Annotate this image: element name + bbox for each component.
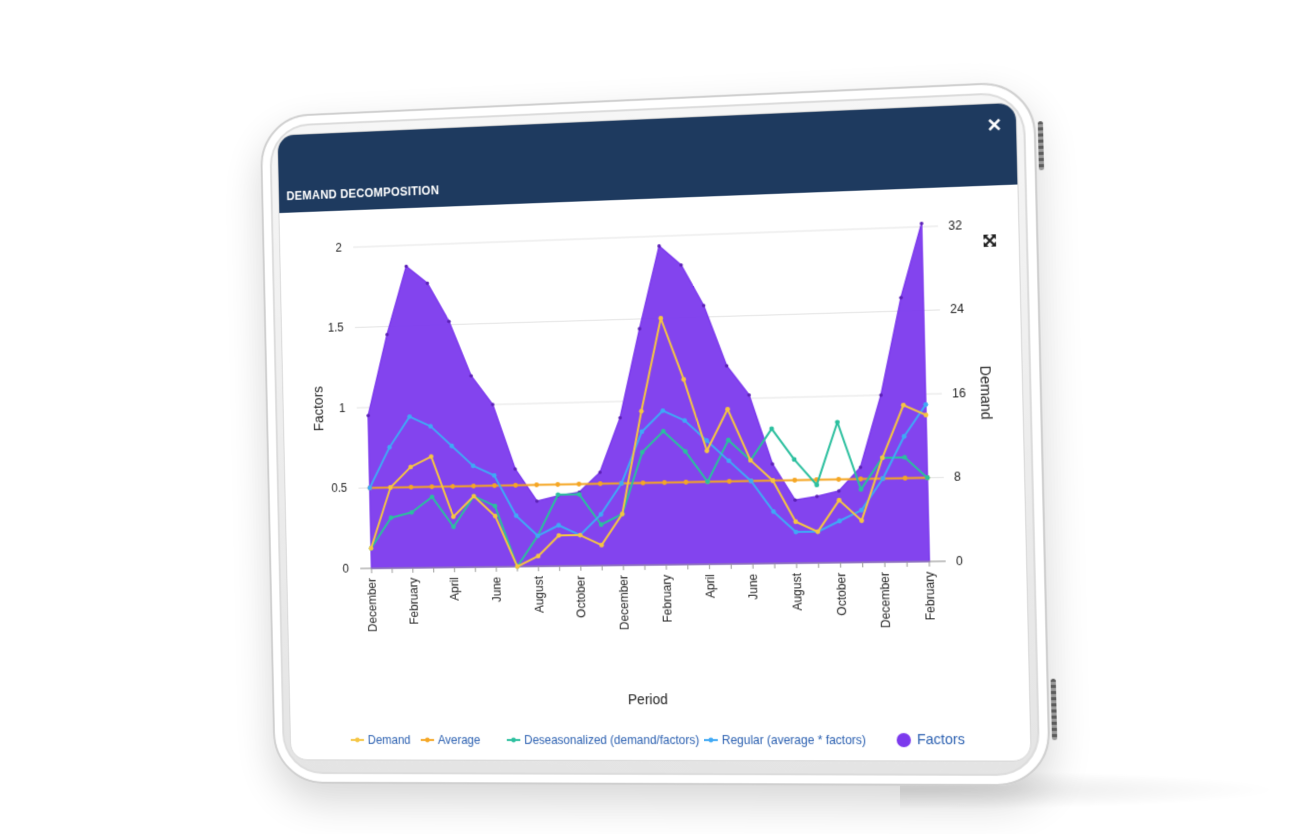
tablet-screen: DEMAND DECOMPOSITION ✕ 0 0.5 1 1.5 2 0 8 16 24 32… bbox=[277, 102, 1032, 762]
y-left-tick-label: 0.5 bbox=[331, 481, 347, 495]
legend-label-demand: Demand bbox=[368, 733, 411, 747]
data-point-average bbox=[555, 482, 560, 487]
y-right-tick-label: 8 bbox=[954, 470, 962, 484]
data-point-factors bbox=[920, 222, 924, 226]
grid-line bbox=[353, 226, 938, 247]
legend-label-deseasonalized: Deseasonalized (demand/factors) bbox=[524, 733, 699, 747]
x-tick-label: August bbox=[532, 575, 546, 613]
demand-decomposition-chart: 0 0.5 1 1.5 2 0 8 16 24 32 December February April Ju… bbox=[279, 185, 1030, 762]
x-tick-label: February bbox=[406, 578, 420, 625]
y-left-tick-label: 1.5 bbox=[328, 321, 344, 335]
y-left-axis-title: Factors bbox=[310, 386, 326, 432]
dialog-title: DEMAND DECOMPOSITION bbox=[286, 183, 439, 203]
legend-label-regular: Regular (average * factors) bbox=[722, 733, 867, 747]
y-right-tick-label: 0 bbox=[956, 554, 964, 568]
y-left-tick-label: 1 bbox=[339, 401, 346, 415]
x-axis-title: Period bbox=[628, 691, 668, 707]
legend-marker-dot-deseasonalized bbox=[511, 738, 516, 743]
x-tick-label: April bbox=[448, 577, 462, 601]
legend-label-factors: Factors bbox=[917, 731, 965, 747]
legend-marker-dot-regular bbox=[708, 738, 713, 743]
x-tick-label: February bbox=[922, 572, 938, 621]
legend-marker-dot-demand bbox=[355, 738, 360, 743]
x-tick-label: December bbox=[365, 578, 379, 632]
legend-label-average: Average bbox=[438, 733, 481, 747]
close-icon[interactable]: ✕ bbox=[985, 116, 1004, 135]
expand-icon[interactable] bbox=[983, 234, 996, 247]
x-tick-label: April bbox=[703, 574, 717, 598]
data-point-average bbox=[577, 482, 582, 487]
x-tick-label: October bbox=[834, 573, 849, 616]
y-left-tick-label: 0 bbox=[343, 562, 350, 576]
x-tick-label: August bbox=[790, 572, 805, 610]
x-tick-label: December bbox=[617, 575, 632, 630]
data-point-deseasonalized bbox=[835, 420, 840, 425]
tablet-device: DEMAND DECOMPOSITION ✕ 0 0.5 1 1.5 2 0 8 16 24 32… bbox=[260, 81, 1051, 787]
x-tick-label: June bbox=[490, 576, 504, 602]
y-left-tick-label: 2 bbox=[335, 241, 342, 255]
data-point-average bbox=[534, 482, 539, 487]
y-right-axis-title: Demand bbox=[977, 365, 995, 419]
y-right-tick-label: 16 bbox=[952, 386, 966, 401]
x-tick-label: February bbox=[660, 575, 675, 623]
x-tick-label: October bbox=[574, 576, 589, 618]
data-point-average bbox=[836, 477, 841, 482]
x-tick-label: June bbox=[746, 573, 761, 600]
x-tick-label: December bbox=[878, 572, 894, 628]
y-right-tick-label: 24 bbox=[950, 302, 964, 317]
legend-marker-factors bbox=[897, 733, 912, 747]
volume-button bbox=[1038, 121, 1044, 170]
chart-area: 0 0.5 1 1.5 2 0 8 16 24 32 December February April Ju… bbox=[279, 185, 1030, 761]
data-point-average bbox=[792, 478, 797, 483]
legend-marker-dot-average bbox=[425, 738, 430, 743]
y-right-tick-label: 32 bbox=[948, 218, 962, 233]
side-button bbox=[1051, 679, 1058, 740]
